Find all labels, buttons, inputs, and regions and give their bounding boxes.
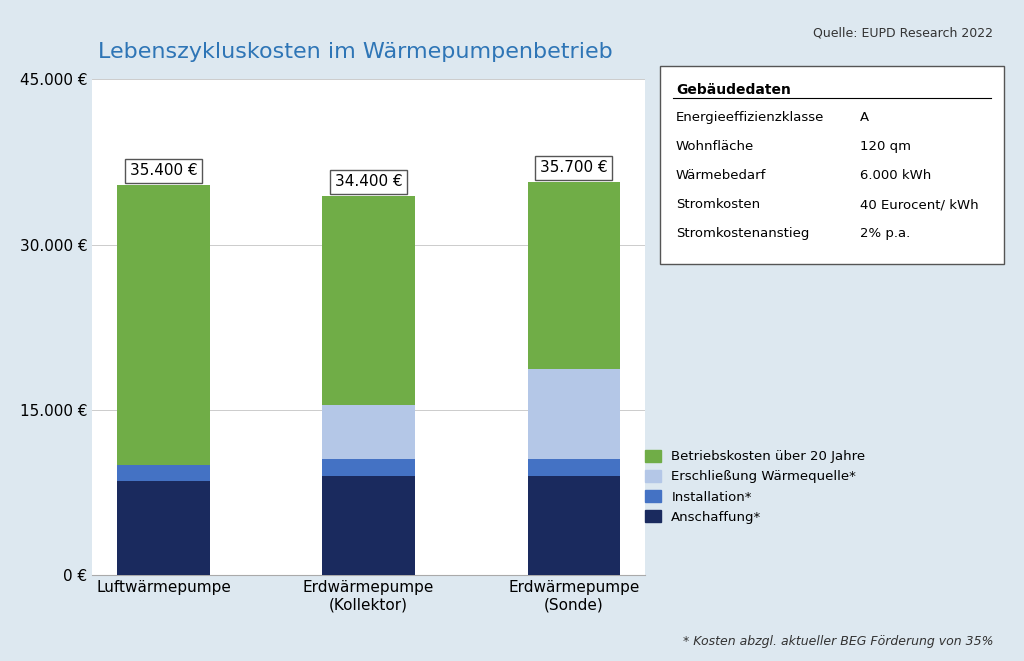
Text: 120 qm: 120 qm [860,140,911,153]
Bar [118,481,210,575]
Text: Wärmebedarf: Wärmebedarf [676,169,766,182]
Text: Lebenszykluskosten im Wärmepumpenbetrieb: Lebenszykluskosten im Wärmepumpenbetrieb [97,42,612,63]
Bar [527,476,620,575]
Legend: Betriebskosten über 20 Jahre, Erschließung Wärmequelle*, Installation*, Anschaff: Betriebskosten über 20 Jahre, Erschließu… [640,445,870,529]
Text: Wohnfläche: Wohnfläche [676,140,754,153]
Bar [323,476,415,575]
Bar [323,196,415,405]
Text: 40 Eurocent/ kWh: 40 Eurocent/ kWh [860,198,979,212]
Text: * Kosten abzgl. aktueller BEG Förderung von 35%: * Kosten abzgl. aktueller BEG Förderung … [683,635,993,648]
Bar [527,459,620,476]
Bar [323,459,415,476]
Text: 6.000 kWh: 6.000 kWh [860,169,932,182]
Text: Stromkosten: Stromkosten [676,198,760,212]
Bar [527,369,620,459]
Bar [527,182,620,369]
Text: Gebäudedaten: Gebäudedaten [676,83,791,97]
Bar [118,465,210,481]
Bar [323,405,415,459]
Text: 2% p.a.: 2% p.a. [860,227,910,241]
Text: Stromkostenanstieg: Stromkostenanstieg [676,227,809,241]
Bar [118,185,210,465]
Text: A: A [860,111,869,124]
Text: 34.400 €: 34.400 € [335,175,402,190]
Text: Energieeffizienzklasse: Energieeffizienzklasse [676,111,824,124]
Text: Quelle: EUPD Research 2022: Quelle: EUPD Research 2022 [813,26,993,40]
Text: 35.700 €: 35.700 € [540,160,607,175]
Text: 35.400 €: 35.400 € [130,163,198,178]
